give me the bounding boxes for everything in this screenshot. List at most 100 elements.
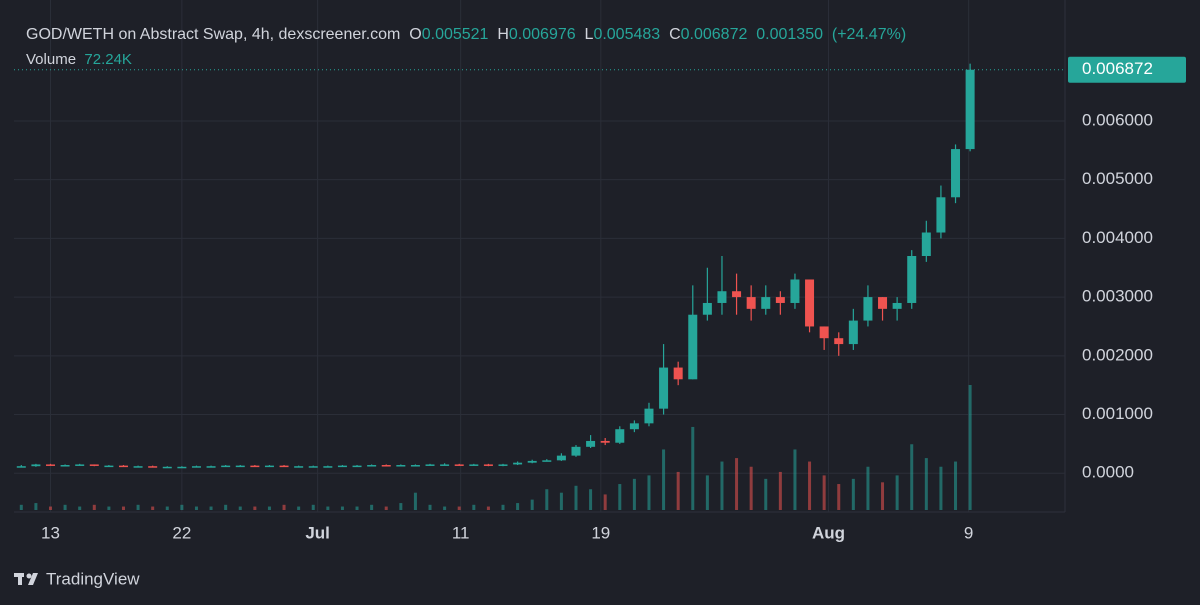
candle-body: [863, 297, 873, 321]
candle-body: [352, 465, 362, 468]
volume-bar: [63, 504, 67, 510]
volume-bar: [267, 506, 271, 510]
volume-bar: [472, 504, 476, 510]
volume-bar: [413, 492, 417, 510]
volume-legend: Volume 72.24K: [26, 51, 132, 68]
y-tick-label: 0.006000: [1082, 110, 1153, 129]
candle-body: [89, 464, 99, 466]
volume-bar: [910, 444, 914, 510]
volume-bar: [165, 506, 169, 510]
candle-body: [644, 408, 654, 424]
candle-body: [410, 465, 420, 467]
volume-bar: [136, 504, 140, 510]
candle-body: [367, 465, 377, 467]
x-tick-label: Jul: [305, 523, 330, 542]
volume-bar: [866, 466, 870, 510]
legend-value: 0.006872: [680, 26, 748, 43]
y-tick-label: 0.004000: [1082, 228, 1153, 247]
candle-body: [761, 297, 771, 309]
candle-body: [264, 465, 274, 468]
volume-bar: [895, 475, 899, 510]
candle-body: [556, 455, 566, 461]
volume-bar: [749, 466, 753, 510]
volume-bar: [939, 466, 943, 510]
candle-body: [118, 465, 128, 468]
candle-body: [440, 464, 450, 466]
volume-bar: [209, 506, 213, 510]
candle-body: [250, 465, 260, 468]
volume-bar: [107, 506, 111, 510]
volume-bar: [428, 504, 432, 510]
volume-bar: [735, 458, 739, 510]
x-tick-label: 22: [172, 523, 191, 542]
tv-logo: [14, 573, 38, 585]
candle-body: [965, 69, 975, 150]
y-tick-label: 0.0000: [1082, 463, 1134, 482]
legend-key: L: [584, 26, 594, 43]
candle-body: [732, 291, 742, 298]
volume-bar: [793, 449, 797, 510]
volume-bar: [370, 504, 374, 510]
volume-label: Volume: [26, 51, 77, 68]
volume-bar: [48, 506, 52, 510]
volume-bar: [954, 461, 958, 510]
volume-bar: [180, 504, 184, 510]
candle-body: [673, 367, 683, 380]
candle-body: [75, 464, 85, 466]
volume-bar: [574, 485, 578, 510]
candle-body: [892, 302, 902, 309]
volume-bar: [34, 503, 38, 510]
volume-bar: [851, 478, 855, 510]
candle-body: [834, 338, 844, 345]
candle-body: [775, 297, 785, 303]
volume-bar: [924, 458, 928, 510]
volume-bar: [632, 478, 636, 510]
volume-bar: [501, 504, 505, 510]
volume-bar: [457, 506, 461, 510]
candle-body: [425, 464, 435, 466]
volume-bar: [530, 499, 534, 510]
candle-body: [104, 465, 114, 468]
change-pct: (+24.47%): [831, 26, 907, 43]
candle-body: [337, 465, 347, 468]
candle-body: [819, 326, 829, 339]
candle-body: [454, 464, 464, 466]
volume-bar: [384, 506, 388, 510]
candle-body: [921, 232, 931, 256]
volume-bar: [691, 426, 695, 510]
volume-bar: [19, 504, 23, 510]
candle-body: [396, 465, 406, 467]
title: GOD/WETH on Abstract Swap, 4h, dexscreen…: [26, 26, 401, 43]
y-tick-label: 0.003000: [1082, 287, 1153, 306]
brand: TradingView: [46, 569, 140, 588]
candle-body: [381, 465, 391, 467]
candle-body: [951, 149, 961, 198]
candle-body: [907, 256, 917, 303]
candle-body: [498, 464, 508, 466]
volume-bar: [662, 449, 666, 510]
volume-value: 72.24K: [84, 51, 132, 68]
legend-value: 0.005483: [593, 26, 661, 43]
candle-body: [162, 466, 172, 469]
candle-body: [483, 464, 493, 466]
last-price-label: 0.006872: [1082, 59, 1153, 78]
volume-bar: [676, 471, 680, 510]
volume-bar: [778, 471, 782, 510]
y-tick-label: 0.005000: [1082, 169, 1153, 188]
volume-bar: [355, 506, 359, 510]
volume-bar: [647, 475, 651, 510]
volume-bar: [92, 504, 96, 510]
volume-bar: [618, 484, 622, 510]
candle-body: [16, 466, 26, 468]
candle-body: [805, 279, 815, 327]
legend-key: H: [497, 26, 509, 43]
volume-bar: [78, 506, 82, 510]
candle-body: [221, 465, 231, 468]
candle-body: [615, 429, 625, 443]
x-tick-label: 11: [452, 523, 470, 542]
volume-bar: [968, 385, 972, 510]
candle-body: [60, 465, 70, 467]
volume-bar: [194, 506, 198, 510]
